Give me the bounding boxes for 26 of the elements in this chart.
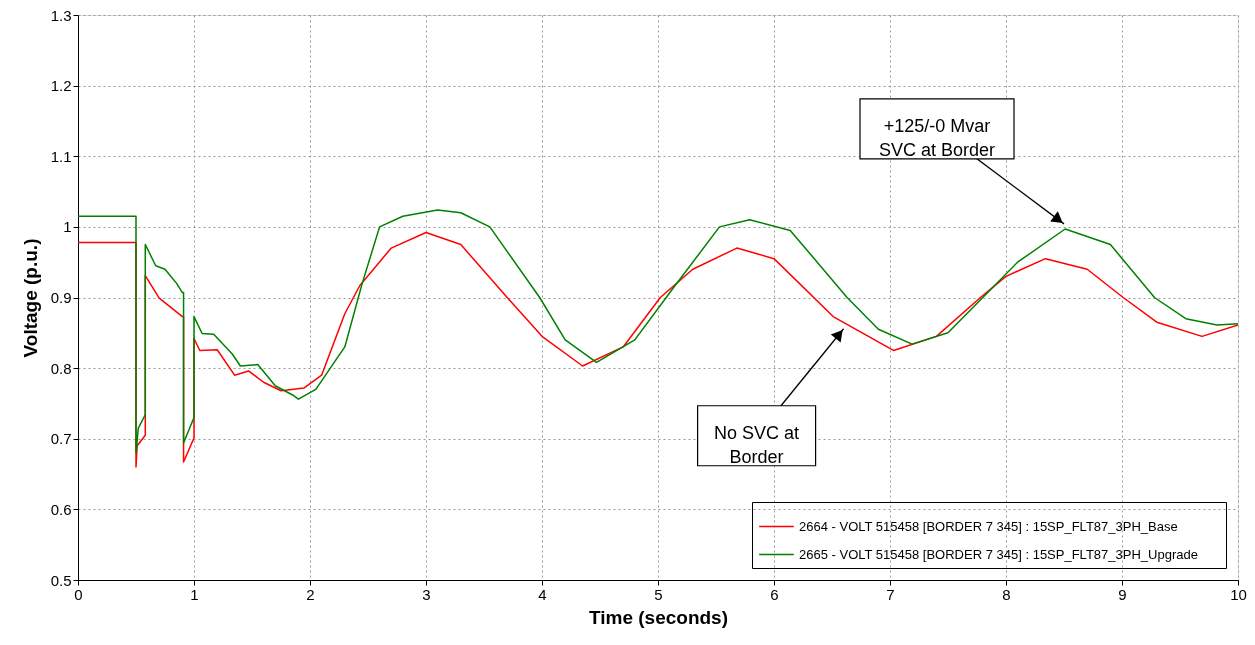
y-axis-title: Voltage (p.u.) <box>19 238 41 358</box>
y-tick-label: 0.7 <box>50 430 72 448</box>
annotation: No SVC at Border <box>714 422 800 467</box>
x-tick-label: 5 <box>654 585 663 603</box>
x-tick-label: 0 <box>74 585 83 603</box>
y-tick-label: 1.3 <box>50 6 72 24</box>
y-tick-label: 0.8 <box>50 359 72 377</box>
x-tick-label: 7 <box>886 585 895 603</box>
x-tick-label: 2 <box>306 585 315 603</box>
y-tick-label: 0.5 <box>50 571 72 589</box>
x-axis-title: Time (seconds) <box>588 606 729 628</box>
y-tick-label: 1 <box>63 218 72 236</box>
x-tick-label: 4 <box>538 585 547 603</box>
y-tick-label: 1.1 <box>50 147 72 165</box>
legend-label: 2665 - VOLT 515458 [BORDER 7 345] : 15SP_FLT87_3PH_Upgrade <box>799 546 1198 562</box>
x-tick-label: 1 <box>190 585 199 603</box>
annotation: +125/-0 Mvar SVC at Border <box>878 115 996 160</box>
x-tick-label: 3 <box>422 585 431 603</box>
x-tick-label: 10 <box>1230 585 1247 603</box>
x-tick-label: 6 <box>770 585 779 603</box>
y-tick-label: 0.6 <box>50 500 72 518</box>
x-tick-label: 8 <box>1002 585 1011 603</box>
legend-label: 2664 - VOLT 515458 [BORDER 7 345] : 15SP_FLT87_3PH_Base <box>799 518 1178 534</box>
x-tick-label: 9 <box>1118 585 1127 603</box>
y-tick-label: 0.9 <box>50 289 72 306</box>
y-tick-label: 1.2 <box>50 77 72 95</box>
